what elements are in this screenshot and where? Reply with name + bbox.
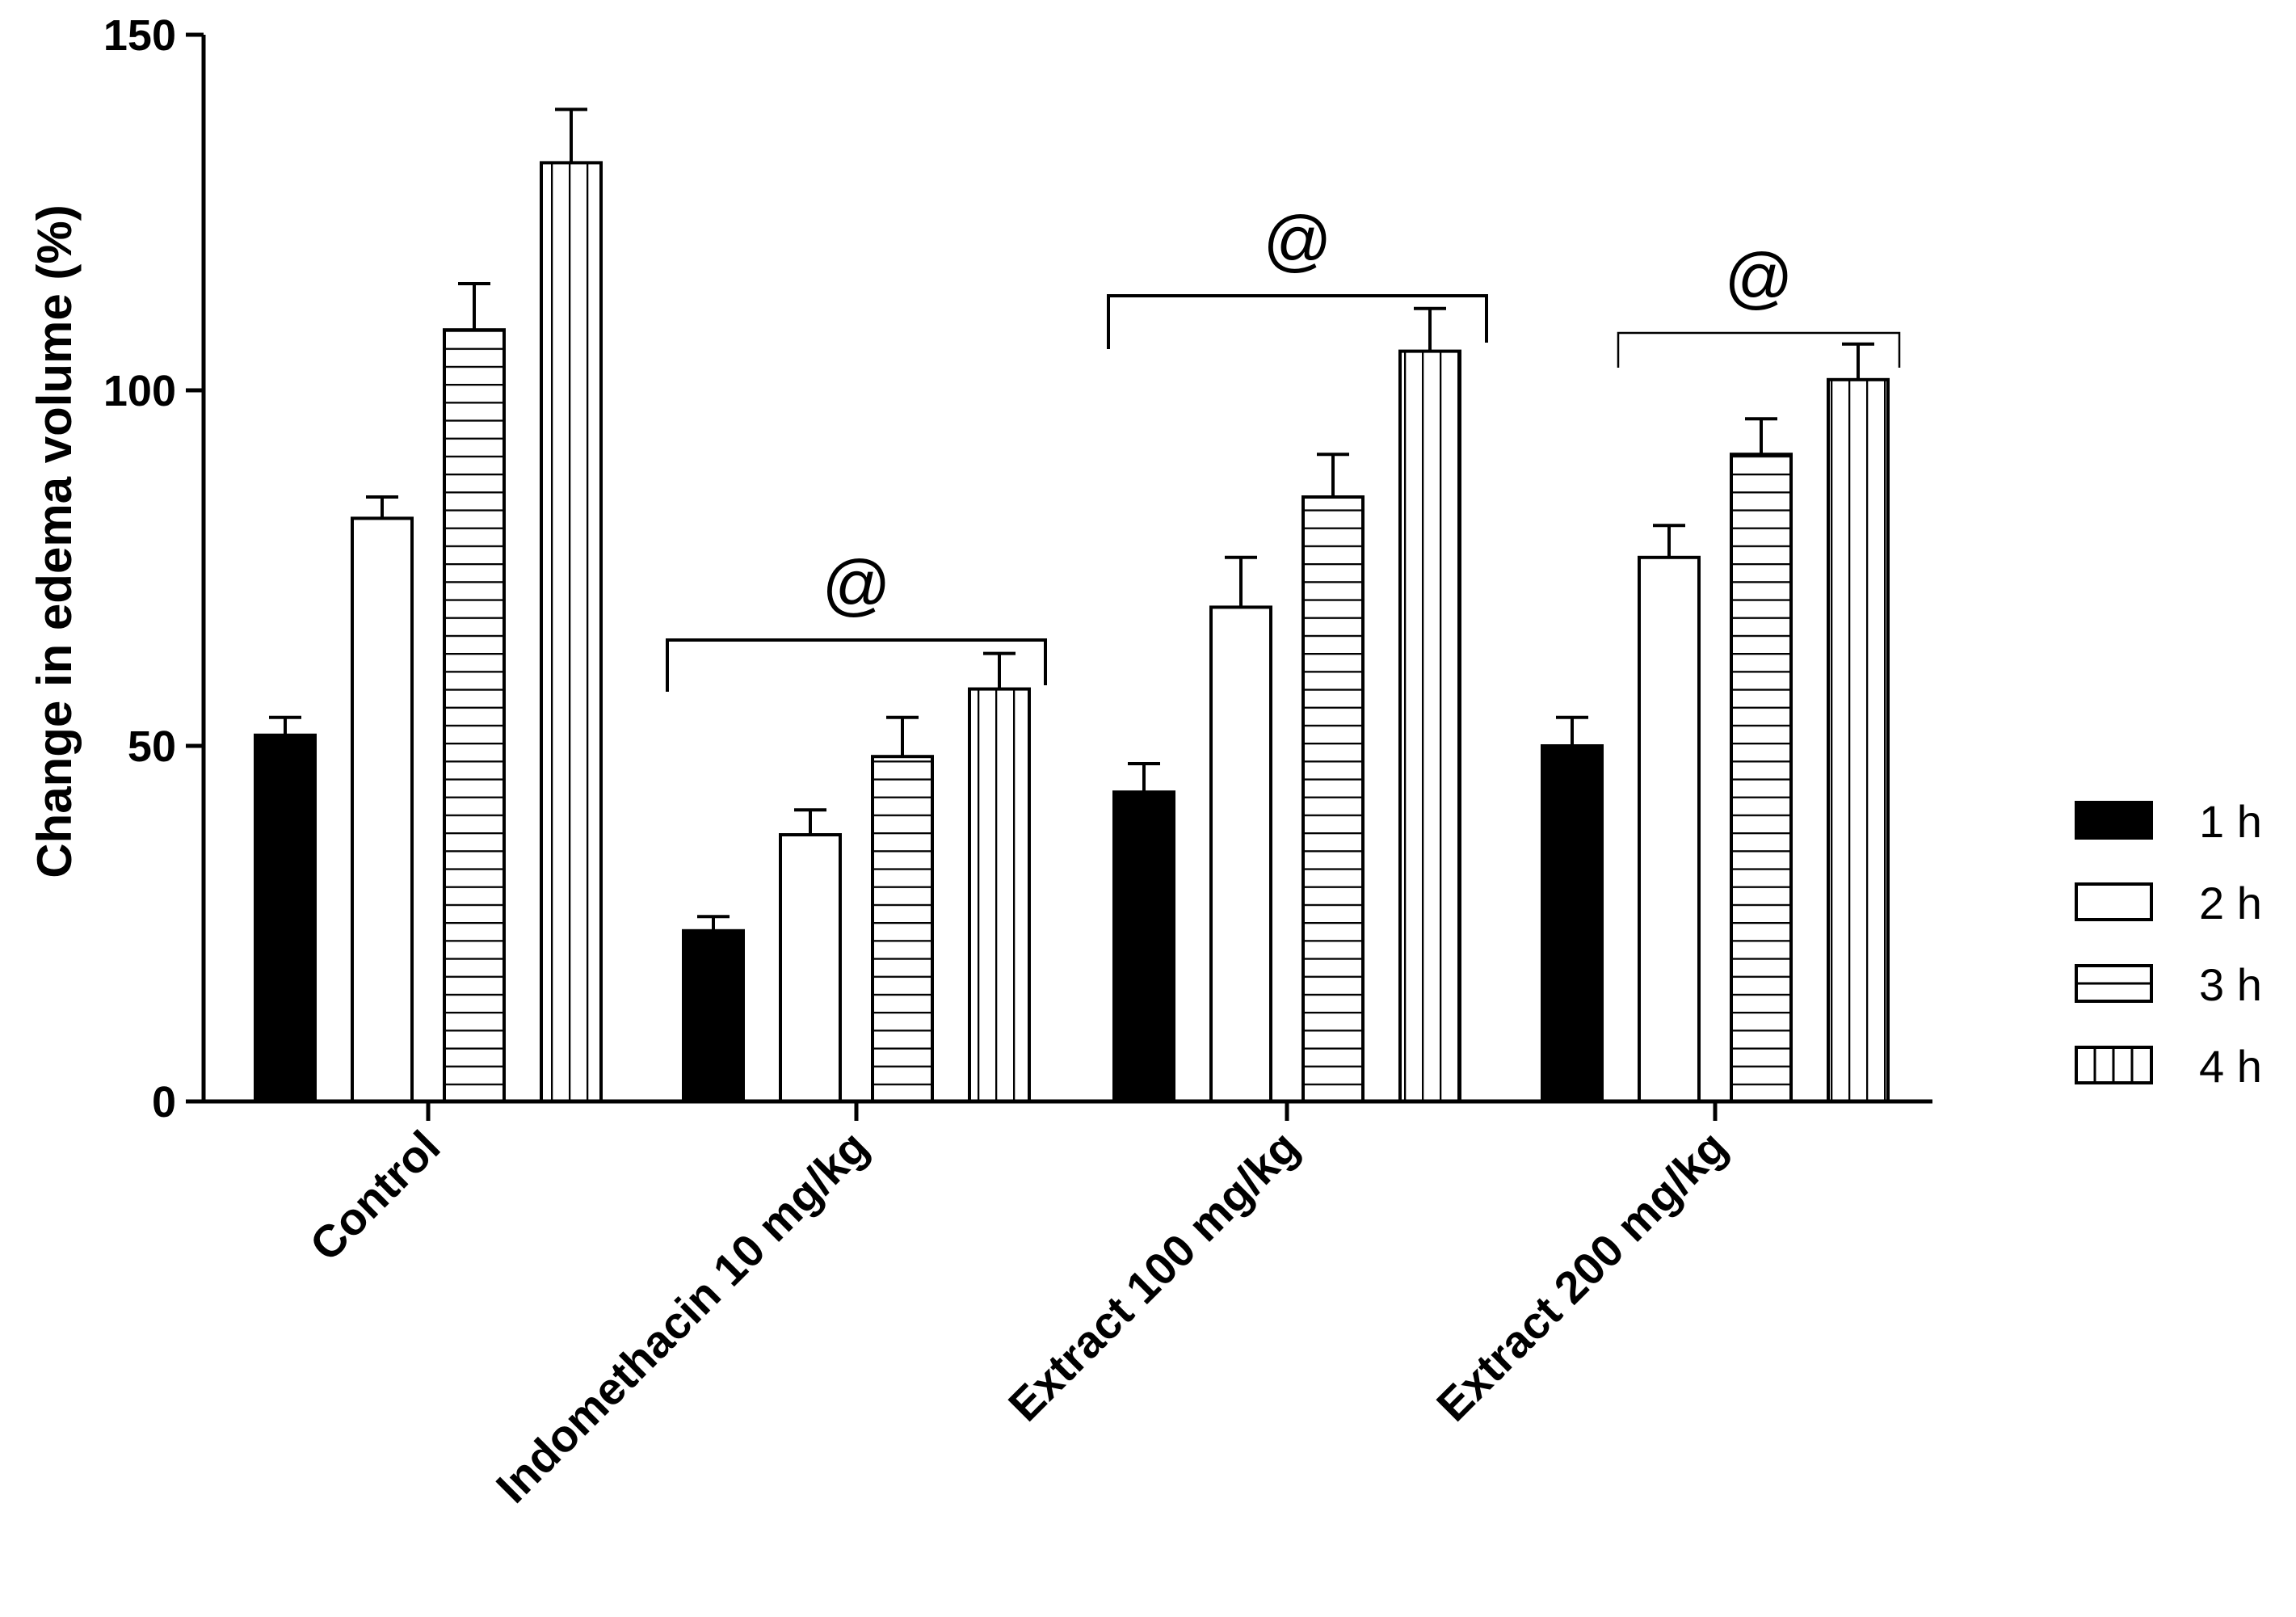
x-tick-label-extract-200-mg-kg: Extract 200 mg/kg [1427,1121,1736,1430]
bar-extract-200-mg-kg-3-h [1730,453,1793,1103]
significance-marker-extract-200-mg-kg: @ [1724,239,1793,315]
bar-extract-200-mg-kg-4-h [1827,377,1890,1103]
legend-label-4h: 4 h [2199,1041,2262,1092]
bar-extract-200-mg-kg-1-h [1541,744,1604,1103]
bar-indomethacin-10-mg-kg-3-h [871,755,934,1103]
bar-indomethacin-10-mg-kg-4-h [968,687,1031,1103]
legend-swatch-2h [2075,882,2153,921]
bar-extract-200-mg-kg-2-h [1638,555,1701,1103]
plot-area: 0 50 100 150 Control Indomethacin 10 mg/kg Ext… [103,11,1932,1513]
bar-extract-100-mg-kg-2-h [1209,605,1272,1103]
bar-extract-100-mg-kg-3-h [1301,495,1365,1103]
y-tick-label-150: 150 [103,11,176,60]
x-tick-label-extract-100-mg-kg: Extract 100 mg/kg [999,1121,1308,1430]
y-tick-label-50: 50 [128,722,176,771]
bar-indomethacin-10-mg-kg-1-h [682,929,745,1104]
legend-label-2h: 2 h [2199,878,2262,929]
significance-bracket-indomethacin-10-mg-kg [666,638,1047,692]
significance-bracket-extract-200-mg-kg [1617,331,1901,368]
bar-control-4-h [540,161,603,1103]
legend-swatch-1h [2075,801,2153,840]
bar-extract-100-mg-kg-4-h [1398,349,1461,1104]
significance-marker-indomethacin-10-mg-kg: @ [822,546,890,622]
y-tick-label-100: 100 [103,367,176,415]
significance-marker-extract-100-mg-kg: @ [1263,202,1331,278]
y-tick-label-0: 0 [152,1078,176,1126]
bar-indomethacin-10-mg-kg-2-h [779,833,842,1103]
bar-control-3-h [443,328,506,1103]
x-tick-label-indomethacin-10-mg-kg: Indomethacin 10 mg/kg [486,1121,878,1513]
bar-extract-100-mg-kg-1-h [1112,790,1175,1103]
legend-label-1h: 1 h [2199,796,2262,847]
y-axis-title: Change in edema volume (%) [27,204,82,878]
legend-label-3h: 3 h [2199,959,2262,1010]
bar-control-2-h [351,516,414,1103]
legend: 1 h 2 h 3 h 4 h [2075,796,2262,1092]
significance-bracket-extract-100-mg-kg [1107,294,1488,349]
bar-control-1-h [254,733,317,1103]
x-tick-label-control: Control [300,1121,449,1270]
